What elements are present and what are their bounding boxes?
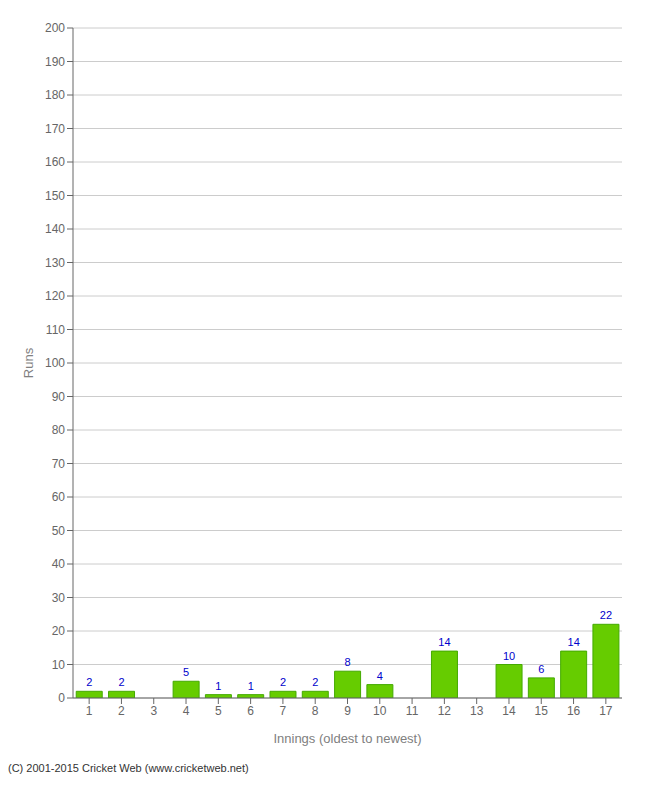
svg-text:0: 0 [58,691,65,705]
svg-text:12: 12 [438,704,452,718]
svg-text:160: 160 [45,155,65,169]
svg-text:190: 190 [45,55,65,69]
svg-text:3: 3 [150,704,157,718]
svg-text:6: 6 [247,704,254,718]
svg-text:200: 200 [45,21,65,35]
svg-text:7: 7 [280,704,287,718]
svg-text:1: 1 [248,680,254,692]
svg-text:2: 2 [280,676,286,688]
svg-text:2: 2 [118,704,125,718]
svg-text:Runs: Runs [21,347,36,378]
svg-text:100: 100 [45,356,65,370]
svg-text:1: 1 [215,680,221,692]
svg-text:60: 60 [52,490,66,504]
svg-text:14: 14 [502,704,516,718]
svg-text:10: 10 [503,650,515,662]
svg-text:130: 130 [45,256,65,270]
svg-text:8: 8 [345,656,351,668]
svg-text:50: 50 [52,524,66,538]
svg-text:180: 180 [45,88,65,102]
svg-text:9: 9 [344,704,351,718]
svg-text:140: 140 [45,222,65,236]
svg-text:5: 5 [183,666,189,678]
svg-text:14: 14 [568,636,580,648]
html-text:(C) 2001-2015 Cricket Web (www: (C) 2001-2015 Cricket Web (www.cricketwe… [8,762,249,774]
svg-text:14: 14 [438,636,450,648]
svg-text:170: 170 [45,122,65,136]
svg-text:4: 4 [377,670,383,682]
svg-text:4: 4 [183,704,190,718]
svg-text:20: 20 [52,624,66,638]
svg-text:30: 30 [52,591,66,605]
svg-text:110: 110 [46,323,65,337]
svg-text:Innings (oldest to newest): Innings (oldest to newest) [273,731,421,746]
svg-text:8: 8 [312,704,319,718]
svg-text:90: 90 [52,390,66,404]
svg-text:2: 2 [86,676,92,688]
svg-text:16: 16 [567,704,581,718]
svg-text:22: 22 [600,609,612,621]
svg-text:120: 120 [45,289,65,303]
svg-text:2: 2 [312,676,318,688]
svg-text:150: 150 [45,189,65,203]
svg-text:10: 10 [52,658,66,672]
svg-text:70: 70 [52,457,66,471]
svg-text:40: 40 [52,557,66,571]
svg-text:10: 10 [373,704,387,718]
svg-text:1: 1 [86,704,93,718]
svg-text:80: 80 [52,423,66,437]
svg-text:11: 11 [406,704,419,718]
svg-text:13: 13 [470,704,484,718]
svg-text:2: 2 [118,676,124,688]
svg-text:17: 17 [599,704,613,718]
svg-text:5: 5 [215,704,222,718]
svg-text:15: 15 [535,704,549,718]
svg-text:6: 6 [538,663,544,675]
